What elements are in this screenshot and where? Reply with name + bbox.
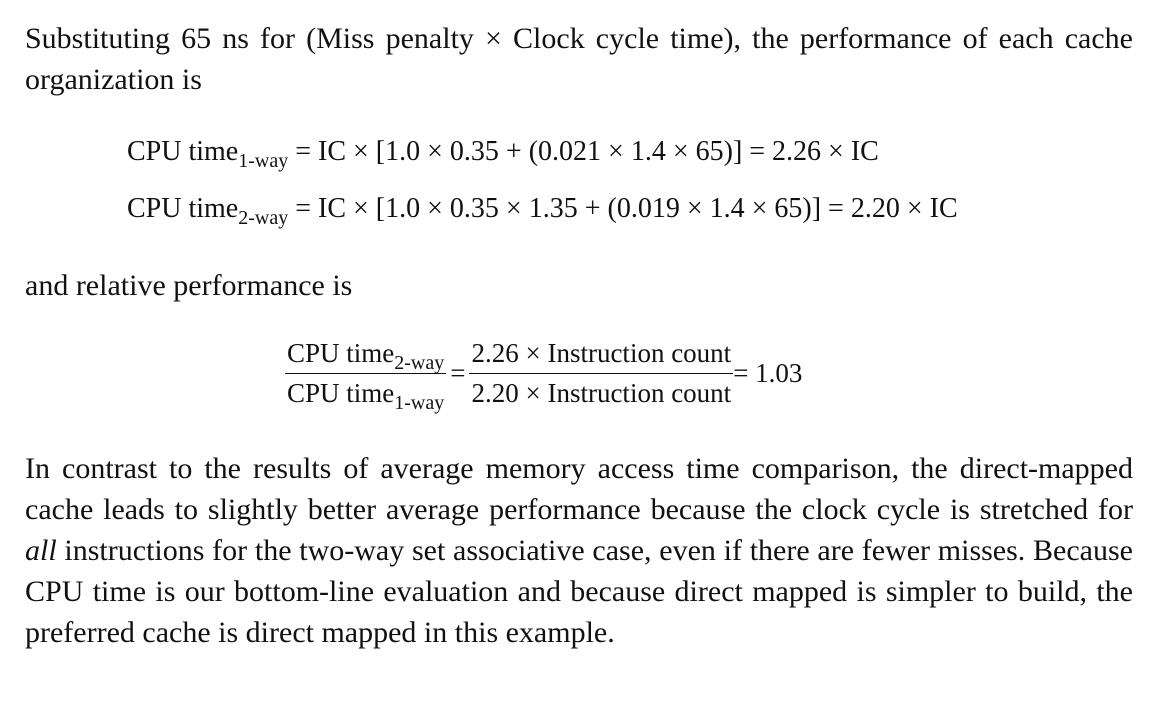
- text: CPU time: [287, 378, 395, 408]
- equation: CPU time2-way = IC × [1.0 × 0.35 × 1.35 …: [127, 193, 958, 229]
- fraction: CPU time2-way CPU time1-way: [285, 338, 447, 414]
- equation-lhs: CPU time: [127, 136, 239, 167]
- emphasis: all: [25, 534, 57, 567]
- text: CPU time: [287, 338, 395, 368]
- text: instructions for the two-way set associa…: [25, 534, 1133, 649]
- text: In contrast to the results of average me…: [25, 452, 1133, 526]
- equation: CPU time1-way = IC × [1.0 × 0.35 + (0.02…: [127, 136, 879, 172]
- subscript: 1-way: [394, 392, 445, 414]
- ratio-equation: CPU time2-way CPU time1-way = 2.26 × Ins…: [285, 338, 803, 414]
- subscript: 1-way: [238, 150, 289, 172]
- numerator: CPU time2-way: [285, 338, 447, 374]
- subscript: 2-way: [238, 207, 289, 229]
- denominator: CPU time1-way: [285, 374, 446, 414]
- equation-lhs: CPU time: [127, 193, 239, 224]
- conclusion-paragraph: In contrast to the results of average me…: [25, 448, 1133, 653]
- denominator: 2.20 × Instruction count: [471, 378, 732, 408]
- equation-rhs: = IC × [1.0 × 0.35 + (0.021 × 1.4 × 65)]…: [288, 136, 879, 167]
- numerator: 2.26 × Instruction count: [469, 338, 734, 374]
- relative-intro: and relative performance is: [25, 269, 353, 302]
- equals: =: [450, 358, 466, 388]
- equation-rhs: = IC × [1.0 × 0.35 × 1.35 + (0.019 × 1.4…: [288, 193, 958, 224]
- intro-paragraph: Substituting 65 ns for (Miss penalty × C…: [25, 22, 1133, 96]
- fraction: 2.26 × Instruction count 2.20 × Instruct…: [469, 338, 734, 409]
- subscript: 2-way: [394, 352, 445, 374]
- result: = 1.03: [733, 358, 803, 388]
